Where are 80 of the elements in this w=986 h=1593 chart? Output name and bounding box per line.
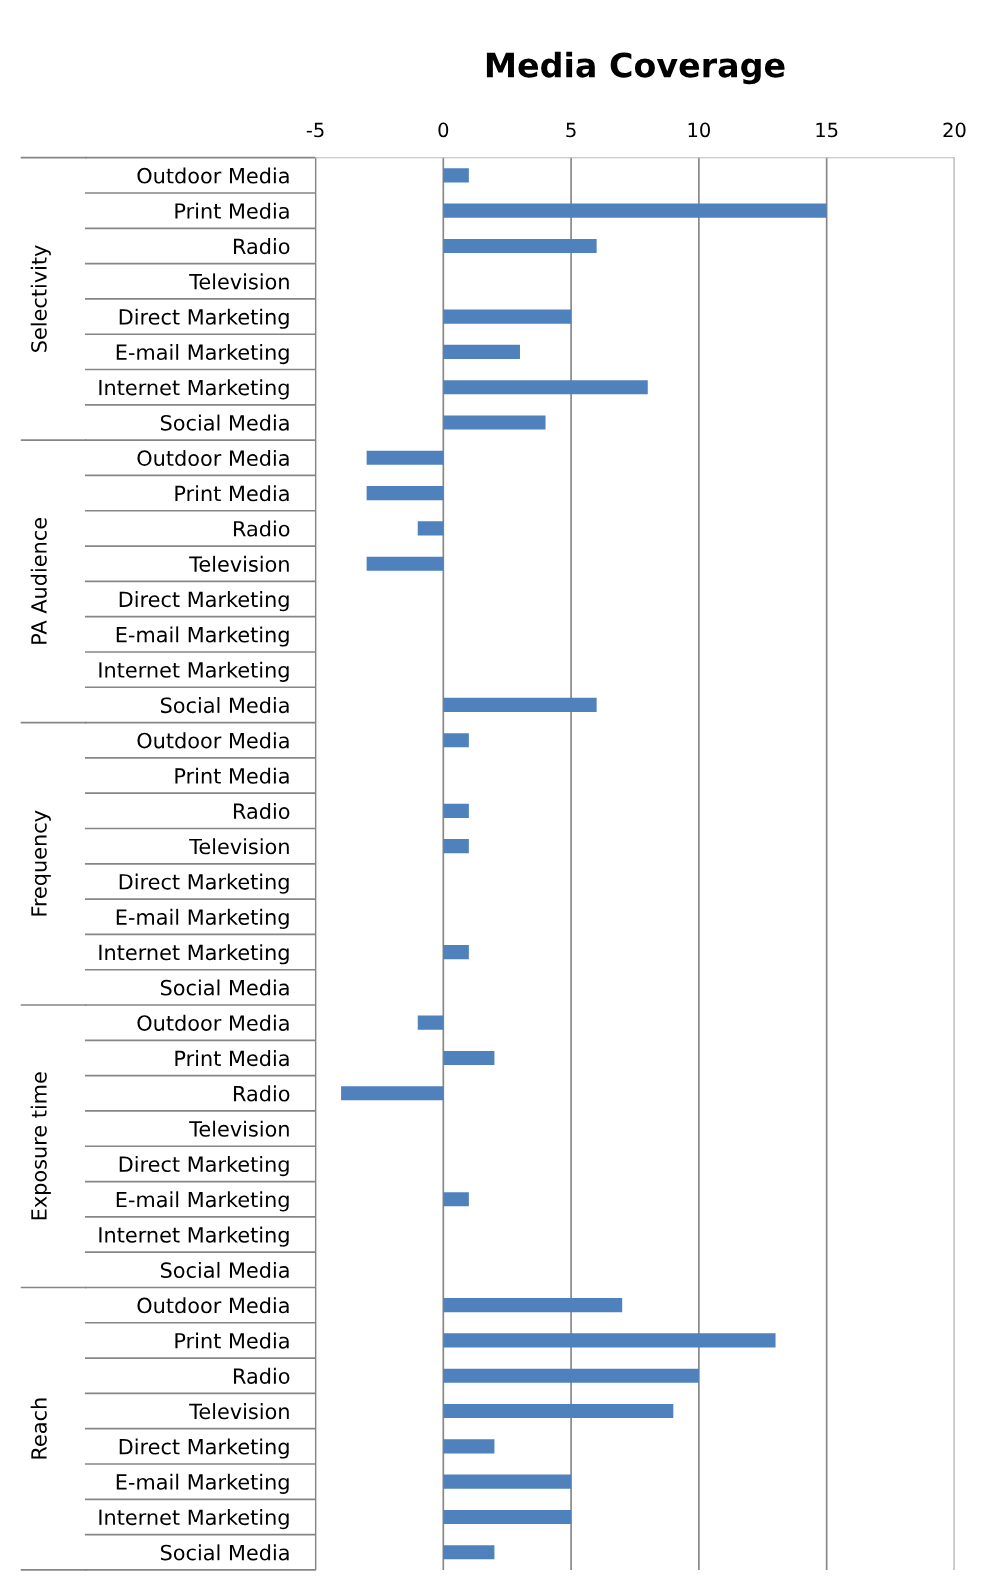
- bar: [443, 1545, 495, 1560]
- text: PA Audience: [30, 518, 47, 644]
- y-tick-label: Television: [189, 1403, 289, 1420]
- y-tick-label: Outdoor Media: [137, 167, 289, 184]
- chart-title: Media Coverage: [486, 51, 785, 85]
- y-tick-label: Radio: [234, 238, 290, 255]
- y-tick-label: Outdoor Media: [137, 1297, 289, 1314]
- bar: [443, 1474, 572, 1489]
- y-tick-label: E-mail Marketing: [116, 908, 289, 930]
- y-tick-label: Outdoor Media: [137, 732, 289, 749]
- bar: [443, 415, 546, 430]
- x-tick-label: 15: [816, 122, 838, 138]
- y-tick-label: Print Media: [175, 485, 289, 502]
- bar: [443, 1298, 623, 1313]
- x-tick-label: -5: [306, 122, 324, 138]
- y-tick-label: E-mail Marketing: [116, 626, 289, 647]
- y-tick-label: Radio: [234, 802, 290, 820]
- y-tick-label: Radio: [234, 1367, 290, 1384]
- y-tick-label: Direct Marketing: [119, 1155, 289, 1177]
- y-tick-label: Television: [189, 1120, 289, 1137]
- y-tick-label: Direct Marketing: [119, 308, 289, 329]
- y-tick-label: Radio: [234, 1085, 290, 1102]
- bar: [443, 1192, 469, 1207]
- x-tick-label: 10: [688, 122, 710, 138]
- bar: [341, 1086, 444, 1101]
- bar: [443, 380, 648, 395]
- y-tick-label: Internet Marketing: [99, 379, 289, 400]
- y-tick-label: Social Media: [160, 697, 289, 714]
- y-tick-label: E-mail Marketing: [116, 1473, 289, 1494]
- bar: [443, 1403, 674, 1419]
- y-tick-label: Outdoor Media: [137, 449, 289, 467]
- y-tick-label: E-mail Marketing: [116, 343, 289, 365]
- y-tick-label: Television: [189, 555, 289, 572]
- y-tick-label: E-mail Marketing: [116, 1191, 289, 1212]
- x-tick-label: 5: [566, 122, 576, 138]
- x-tick-label: 20: [943, 122, 966, 138]
- y-tick-label: Television: [189, 273, 289, 290]
- bar: [443, 1333, 776, 1348]
- y-tick-label: Internet Marketing: [99, 1226, 289, 1247]
- y-tick-label: Television: [189, 838, 289, 855]
- bar: [443, 733, 469, 748]
- text: Frequency: [31, 810, 51, 916]
- y-tick-label: Print Media: [175, 1332, 289, 1349]
- y-tick-label: Internet Marketing: [99, 944, 289, 965]
- y-tick-label: Print Media: [175, 767, 289, 784]
- bar: [443, 1368, 699, 1383]
- bar: [417, 521, 444, 536]
- y-tick-label: Social Media: [160, 414, 289, 431]
- text: Selectivity: [30, 245, 51, 352]
- bar: [443, 697, 597, 712]
- x-tick-label: 0: [438, 122, 449, 138]
- bar: [443, 309, 572, 324]
- bar: [366, 486, 444, 501]
- bar: [443, 203, 827, 218]
- y-tick-label: Social Media: [160, 979, 289, 996]
- y-tick-label: Print Media: [175, 202, 289, 219]
- bar: [443, 839, 469, 854]
- y-tick-label: Direct Marketing: [119, 591, 289, 612]
- text: Reach: [30, 1398, 47, 1459]
- bar: [366, 556, 444, 571]
- y-tick-label: Direct Marketing: [119, 1438, 289, 1459]
- y-tick-label: Internet Marketing: [99, 661, 289, 682]
- y-tick-label: Outdoor Media: [137, 1014, 289, 1031]
- bar: [417, 1015, 444, 1030]
- bar: [366, 450, 444, 465]
- bar: [443, 1509, 572, 1525]
- y-tick-label: Print Media: [175, 1050, 289, 1067]
- y-tick-label: Direct Marketing: [119, 873, 289, 894]
- y-tick-label: Social Media: [160, 1261, 289, 1279]
- y-tick-label: Radio: [234, 520, 290, 537]
- bar: [443, 803, 469, 818]
- y-tick-label: Internet Marketing: [99, 1509, 289, 1530]
- bar: [443, 238, 597, 254]
- bar: [443, 1439, 495, 1454]
- text: Exposure time: [30, 1072, 51, 1220]
- y-tick-label: Social Media: [160, 1544, 289, 1561]
- bar: [443, 344, 520, 359]
- bar: [443, 945, 469, 960]
- bar: [443, 168, 469, 183]
- bar: [443, 1050, 495, 1066]
